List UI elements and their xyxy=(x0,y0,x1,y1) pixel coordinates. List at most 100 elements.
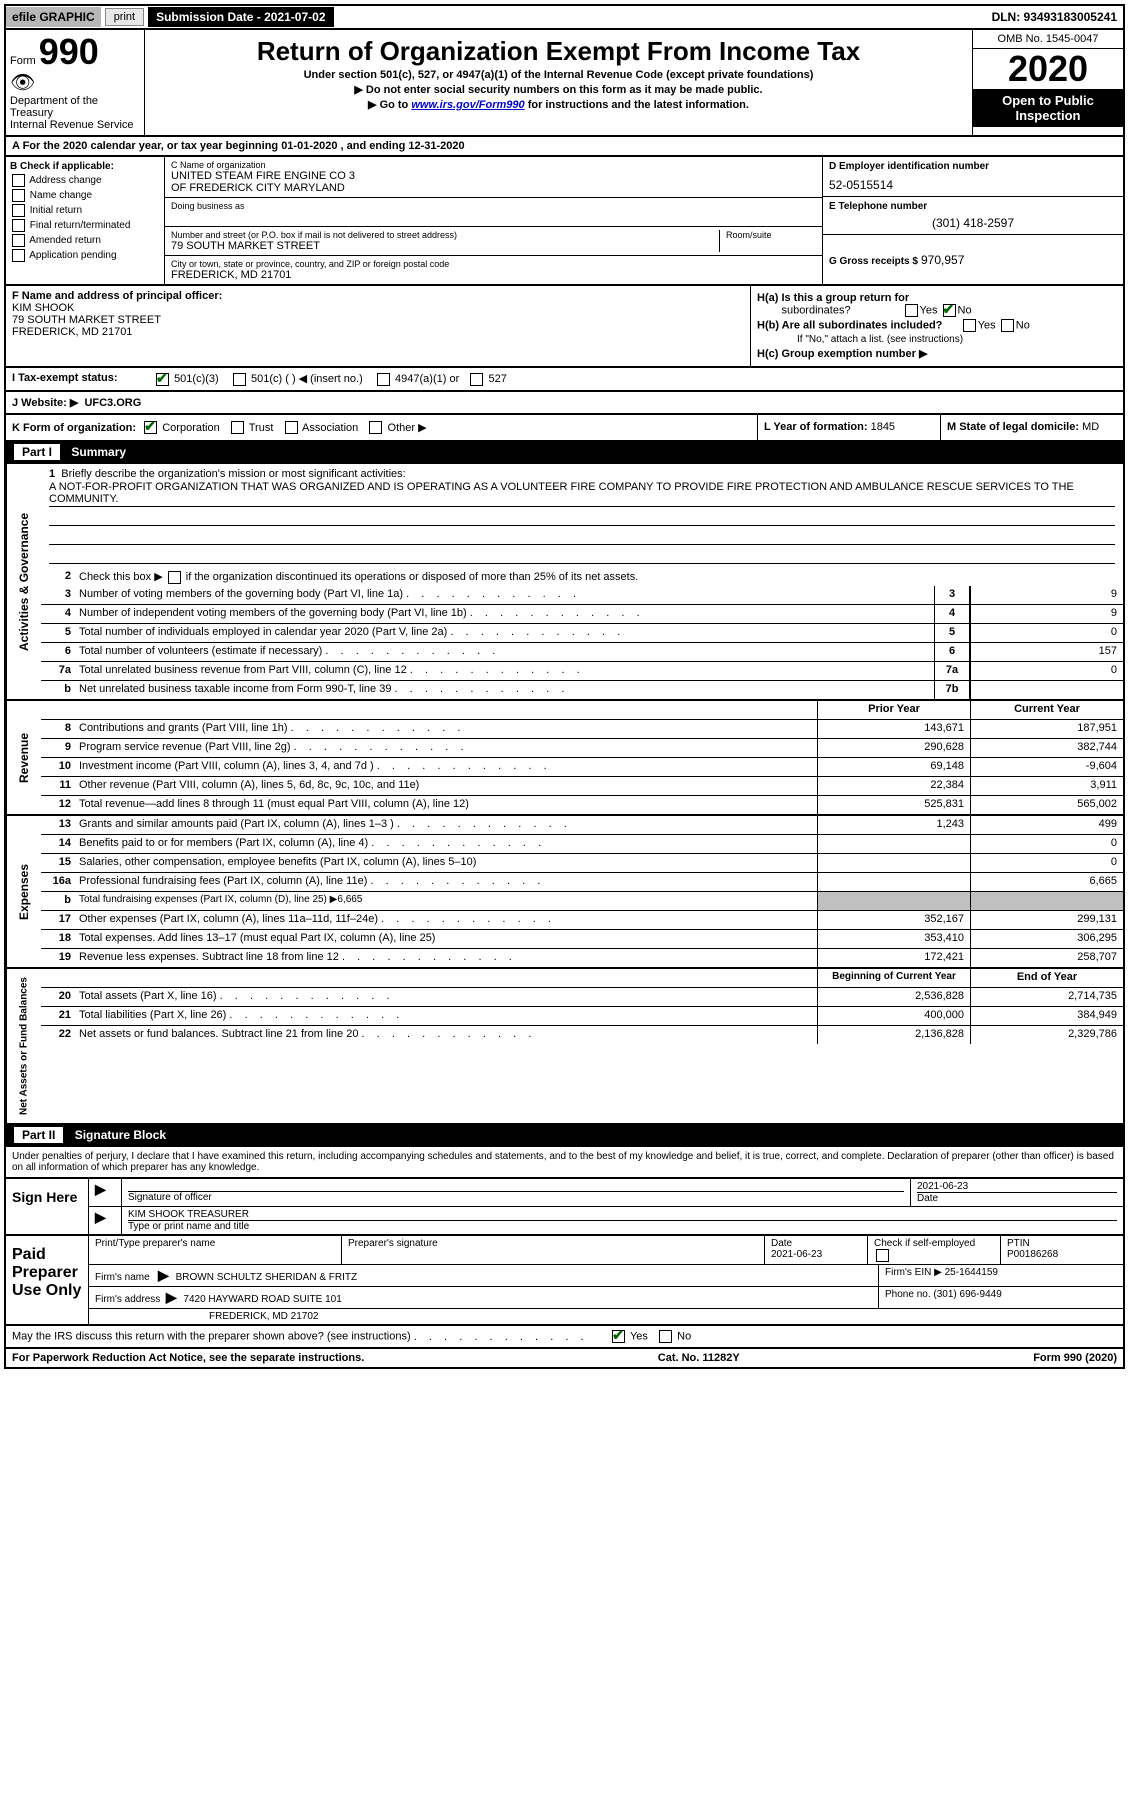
line-22-cur: 2,329,786 xyxy=(970,1026,1123,1044)
public-inspection: Open to Public Inspection xyxy=(973,89,1123,127)
submission-date-label: Submission Date - 2021-07-02 xyxy=(148,7,333,27)
cb-amended-return[interactable]: Amended return xyxy=(10,234,160,247)
org-name-label: C Name of organization xyxy=(171,160,816,170)
line-12: 12 Total revenue—add lines 8 through 11 … xyxy=(41,796,1123,814)
line-9-prior: 290,628 xyxy=(817,739,970,757)
dln-label: DLN: 93493183005241 xyxy=(986,7,1123,27)
k-row: K Form of organization: Corporation Trus… xyxy=(4,415,1125,443)
line-18-cur: 306,295 xyxy=(970,930,1123,948)
gross-cell: G Gross receipts $ 970,957 xyxy=(823,235,1123,271)
footer-right: Form 990 (2020) xyxy=(1033,1352,1117,1364)
line-21-cur: 384,949 xyxy=(970,1007,1123,1025)
hb-no-cb[interactable] xyxy=(1001,319,1014,332)
tel-label: E Telephone number xyxy=(829,201,1117,212)
line-22-prior: 2,136,828 xyxy=(817,1026,970,1044)
cb-initial-return[interactable]: Initial return xyxy=(10,204,160,217)
city-label: City or town, state or province, country… xyxy=(171,259,816,269)
tel-cell: E Telephone number (301) 418-2597 xyxy=(823,197,1123,235)
city-cell: City or town, state or province, country… xyxy=(165,256,822,284)
line-18-prior: 353,410 xyxy=(817,930,970,948)
cb-discontinued[interactable] xyxy=(168,571,181,584)
cb-application-pending[interactable]: Application pending xyxy=(10,249,160,262)
cb-association[interactable] xyxy=(285,421,298,434)
gross-value: 970,957 xyxy=(921,253,964,267)
line-12-cur: 565,002 xyxy=(970,796,1123,814)
line-5: 5 Total number of individuals employed i… xyxy=(41,624,1123,643)
dba-cell: Doing business as xyxy=(165,198,822,227)
gross-label: G Gross receipts $ xyxy=(829,256,918,267)
exp-content: 13 Grants and similar amounts paid (Part… xyxy=(41,816,1123,967)
firm-ein: Firm's EIN ▶ 25-1644159 xyxy=(879,1265,1123,1286)
cb-trust[interactable] xyxy=(231,421,244,434)
line-7a: 7a Total unrelated business revenue from… xyxy=(41,662,1123,681)
part1-title: Summary xyxy=(71,445,126,459)
subtitle-1: Under section 501(c), 527, or 4947(a)(1)… xyxy=(153,69,964,81)
cb-527[interactable] xyxy=(470,373,483,386)
tax-year: 2020 xyxy=(973,49,1123,89)
line-16a-prior xyxy=(817,873,970,891)
form-number: 990 xyxy=(39,31,99,72)
current-year-header: Current Year xyxy=(970,701,1123,719)
cb-final-return[interactable]: Final return/terminated xyxy=(10,219,160,232)
line-21-prior: 400,000 xyxy=(817,1007,970,1025)
preparer-sig-label: Preparer's signature xyxy=(342,1236,765,1264)
paid-row-2: Firm's name ▶ BROWN SCHULTZ SHERIDAN & F… xyxy=(89,1265,1123,1287)
expenses-label: Expenses xyxy=(6,816,41,967)
line-10-cur: -9,604 xyxy=(970,758,1123,776)
line-17-cur: 299,131 xyxy=(970,911,1123,929)
line-17-prior: 352,167 xyxy=(817,911,970,929)
footer-mid: Cat. No. 11282Y xyxy=(658,1352,740,1364)
city-value: FREDERICK, MD 21701 xyxy=(171,269,816,281)
sig-officer: Signature of officer xyxy=(122,1179,911,1206)
ha-no-cb[interactable] xyxy=(943,304,956,317)
end-year-header: End of Year xyxy=(970,969,1123,987)
preparer-date: Date2021-06-23 xyxy=(765,1236,868,1264)
i-label: I Tax-exempt status: xyxy=(6,368,148,390)
line-15-cur: 0 xyxy=(970,854,1123,872)
cb-name-change[interactable]: Name change xyxy=(10,189,160,202)
hb-row: H(b) Are all subordinates included? Yes … xyxy=(757,319,1117,332)
part2-label: Part II xyxy=(14,1127,63,1143)
part1-header: Part I Summary xyxy=(4,442,1125,464)
col-headers-rev: Prior Year Current Year xyxy=(41,701,1123,720)
line-4: 4 Number of independent voting members o… xyxy=(41,605,1123,624)
cb-4947[interactable] xyxy=(377,373,390,386)
ptin: PTINP00186268 xyxy=(1001,1236,1123,1264)
net-assets-label: Net Assets or Fund Balances xyxy=(6,969,41,1123)
hb-note: If "No," attach a list. (see instruction… xyxy=(757,334,1117,345)
cb-self-employed[interactable] xyxy=(876,1249,889,1262)
room-label: Room/suite xyxy=(726,230,816,240)
website-row: J Website: ▶ UFC3.ORG xyxy=(4,392,1125,415)
spacer xyxy=(334,14,350,20)
line-9: 9 Program service revenue (Part VIII, li… xyxy=(41,739,1123,758)
mission-block: 1 Briefly describe the organization's mi… xyxy=(41,464,1123,568)
cb-address-change[interactable]: Address change xyxy=(10,174,160,187)
line-17: 17 Other expenses (Part IX, column (A), … xyxy=(41,911,1123,930)
line-14: 14 Benefits paid to or for members (Part… xyxy=(41,835,1123,854)
line-14-prior xyxy=(817,835,970,853)
firm-phone: Phone no. (301) 696-9449 xyxy=(879,1287,1123,1308)
officer-addr2: FREDERICK, MD 21701 xyxy=(12,326,744,338)
cb-corporation[interactable] xyxy=(144,421,157,434)
efile-label: efile GRAPHIC xyxy=(6,7,101,27)
discuss-yes-cb[interactable] xyxy=(612,1330,625,1343)
line-22: 22 Net assets or fund balances. Subtract… xyxy=(41,1026,1123,1044)
line-6: 6 Total number of volunteers (estimate i… xyxy=(41,643,1123,662)
print-button[interactable]: print xyxy=(105,8,144,26)
j-label: J Website: ▶ xyxy=(12,397,78,409)
mission-blank3 xyxy=(49,545,1115,564)
line-3-val: 9 xyxy=(970,586,1123,604)
sig-row-2: ▶ KIM SHOOK TREASURER Type or print name… xyxy=(89,1207,1123,1234)
irs-link[interactable]: www.irs.gov/Form990 xyxy=(411,99,524,111)
cb-other[interactable] xyxy=(369,421,382,434)
cb-501c3[interactable] xyxy=(156,373,169,386)
hb-yes-cb[interactable] xyxy=(963,319,976,332)
line-15: 15 Salaries, other compensation, employe… xyxy=(41,854,1123,873)
line-20-prior: 2,536,828 xyxy=(817,988,970,1006)
cb-501c[interactable] xyxy=(233,373,246,386)
line-13: 13 Grants and similar amounts paid (Part… xyxy=(41,816,1123,835)
header-left: Form 990 👁 Department of the Treasury In… xyxy=(6,30,145,135)
discuss-no-cb[interactable] xyxy=(659,1330,672,1343)
line-16b: b Total fundraising expenses (Part IX, c… xyxy=(41,892,1123,911)
ha-yes-cb[interactable] xyxy=(905,304,918,317)
